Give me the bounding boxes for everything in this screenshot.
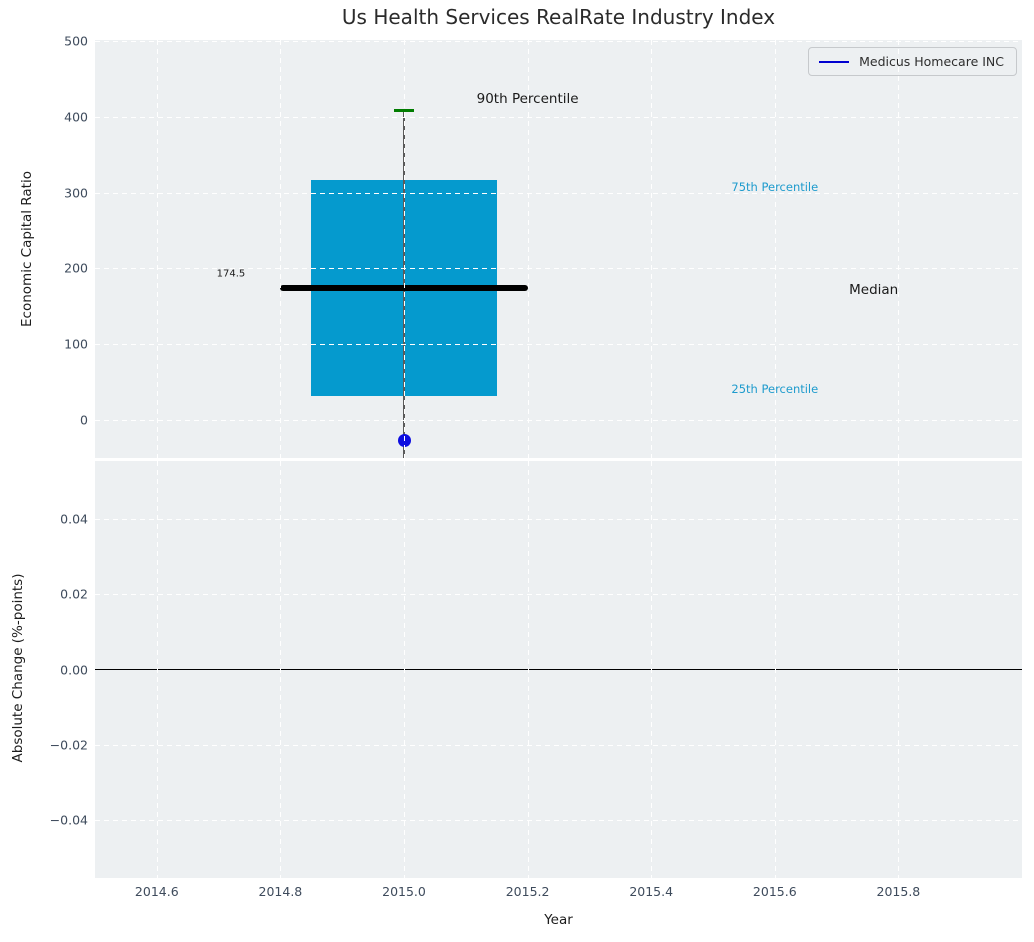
gridline-horizontal [95, 744, 1022, 746]
gridline-vertical [527, 40, 529, 458]
gridline-vertical [404, 461, 405, 878]
legend-line-sample [819, 60, 850, 63]
xtick-label: 2015.2 [505, 884, 550, 899]
annotation-p25-label: 25th Percentile [731, 382, 819, 397]
annotation-p75-label: 75th Percentile [731, 179, 819, 194]
ytick-label-top: 400 [64, 109, 88, 125]
bottom-axes [95, 461, 1022, 878]
xtick-label: 2015.4 [629, 884, 674, 899]
ytick-label-bottom: −0.02 [49, 737, 88, 753]
gridline-vertical [156, 40, 158, 458]
median-line [280, 284, 528, 291]
xtick-label: 2015.8 [876, 884, 921, 899]
gridline-horizontal [95, 519, 1022, 521]
ytick-label-top: 500 [64, 33, 88, 49]
gridline-horizontal [95, 192, 1022, 194]
legend-label: Medicus Homecare INC [859, 54, 1004, 69]
gridline-vertical [651, 40, 653, 458]
gridline-horizontal [95, 419, 1022, 421]
annotation-median-label: Median [849, 281, 899, 298]
gridline-vertical [774, 40, 776, 458]
xtick-label: 2015.6 [752, 884, 797, 899]
gridline-horizontal [95, 594, 1022, 596]
gridline-horizontal [95, 41, 1022, 43]
ytick-label-bottom: 0.04 [60, 511, 88, 527]
annotation-median-value: 174.5 [216, 268, 246, 280]
ytick-label-top: 100 [64, 336, 88, 352]
annotation-p90-label: 90th Percentile [476, 90, 579, 107]
xtick-label: 2014.8 [258, 884, 303, 899]
chart-title: Us Health Services RealRate Industry Ind… [341, 5, 776, 29]
legend: Medicus Homecare INC [808, 47, 1017, 76]
ytick-label-bottom: −0.04 [49, 812, 88, 828]
gridline-vertical [898, 40, 900, 458]
gridline-vertical [651, 461, 653, 878]
gridline-horizontal [95, 268, 1022, 270]
ytick-label-bottom: 0.00 [60, 662, 88, 677]
gridline-vertical [280, 40, 282, 458]
x-axis-label: Year [544, 912, 573, 928]
gridline-vertical [774, 461, 776, 878]
ytick-label-bottom: 0.02 [60, 586, 88, 602]
gridline-vertical [527, 461, 529, 878]
gridline-vertical [156, 461, 158, 878]
xtick-label: 2014.6 [134, 884, 179, 899]
gridline-vertical [404, 40, 405, 458]
gridline-horizontal [95, 819, 1022, 821]
zero-baseline [95, 668, 1022, 671]
gridline-horizontal [95, 116, 1022, 118]
gridline-vertical [898, 461, 900, 878]
top-axes: Medicus Homecare INC 174.5 90th Percentil… [95, 40, 1022, 458]
ytick-label-top: 200 [64, 260, 88, 276]
gridline-horizontal [95, 344, 1022, 346]
xtick-label: 2015.0 [382, 884, 426, 899]
ytick-label-top: 300 [64, 185, 88, 201]
ytick-label-top: 0 [80, 412, 88, 428]
gridline-vertical [280, 461, 282, 878]
